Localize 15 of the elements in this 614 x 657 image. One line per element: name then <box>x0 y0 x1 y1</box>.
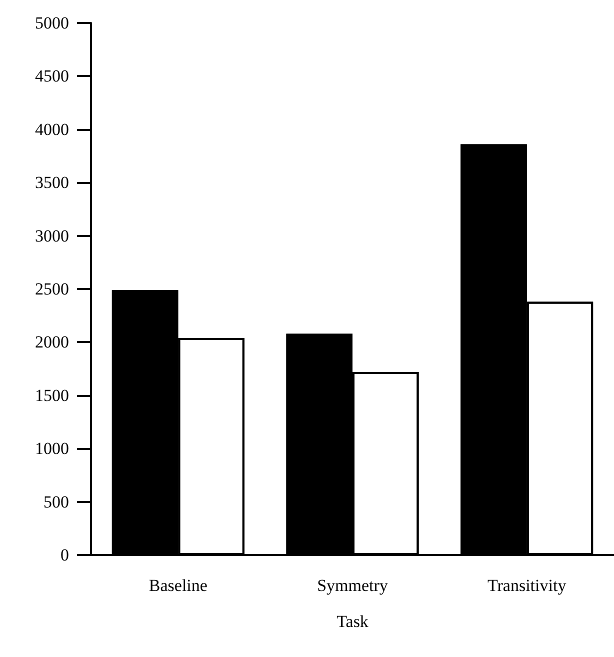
y-tick-label: 3500 <box>35 173 69 192</box>
x-axis-title: Task <box>336 612 369 631</box>
y-tick-label: 3000 <box>35 226 69 246</box>
y-tick-label: 500 <box>44 492 69 512</box>
y-tick-label: 2500 <box>35 280 69 298</box>
y-tick-label: 2000 <box>35 332 69 352</box>
y-tick-label: 4500 <box>35 66 69 86</box>
y-tick-label: 4000 <box>35 120 69 139</box>
y-tick-label: 0 <box>60 546 69 564</box>
y-tick-label: 5000 <box>35 14 69 32</box>
x-tick-label: Transitivity <box>487 576 567 595</box>
y-tick-label: 1500 <box>35 386 69 405</box>
x-tick-label: Symmetry <box>317 576 388 595</box>
x-tick-label: Baseline <box>148 576 208 595</box>
y-tick-label: 1000 <box>35 439 69 458</box>
